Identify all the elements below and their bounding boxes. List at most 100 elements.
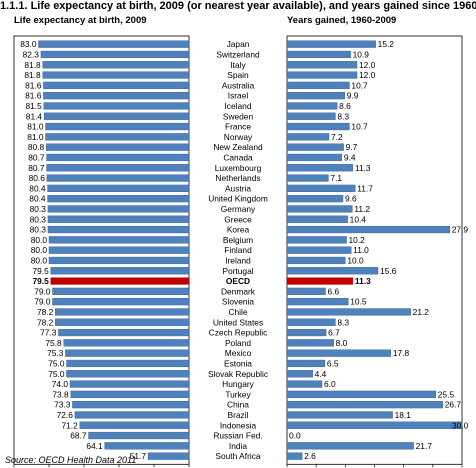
right-bar — [286, 112, 336, 120]
left-bar — [43, 102, 190, 110]
left-panel-title: Life expectancy at birth, 2009 — [14, 15, 147, 26]
left-bar — [47, 205, 190, 213]
left-bar — [55, 308, 190, 316]
left-value-label: 64.1 — [86, 441, 103, 451]
country-label: Mexico — [225, 348, 252, 358]
right-value-label: 8.3 — [337, 317, 349, 327]
left-value-label: 73.3 — [54, 400, 71, 410]
country-label: New Zealand — [213, 142, 263, 152]
left-value-label: 73.8 — [52, 389, 69, 399]
right-bar — [286, 298, 349, 306]
left-value-label: 75.0 — [48, 358, 65, 368]
left-value-label: 81.6 — [25, 80, 42, 90]
right-bar — [286, 380, 323, 388]
right-value-label: 10.7 — [351, 80, 368, 90]
country-label: China — [227, 400, 249, 410]
country-label: Indonesia — [220, 420, 257, 430]
left-bar — [46, 143, 190, 151]
right-value-label: 8.3 — [337, 111, 349, 121]
left-value-label: 80.7 — [28, 152, 45, 162]
left-value-label: 80.6 — [29, 173, 46, 183]
left-value-label: 78.2 — [37, 307, 54, 317]
left-bar — [46, 174, 190, 182]
left-bar — [47, 195, 190, 203]
country-label: Germany — [221, 204, 256, 214]
right-bar — [286, 195, 344, 203]
right-bar — [286, 349, 392, 357]
left-value-label: 75.8 — [45, 338, 62, 348]
left-bar — [45, 122, 190, 131]
left-value-label: 81.0 — [27, 122, 44, 132]
right-bar — [286, 184, 356, 192]
country-label: Switzerland — [216, 49, 260, 59]
left-bar — [52, 287, 190, 295]
left-value-label: 77.3 — [40, 328, 57, 338]
country-label: Estonia — [224, 358, 252, 368]
right-value-label: 11.7 — [357, 183, 373, 193]
right-value-label: 15.6 — [380, 266, 397, 276]
country-label: Italy — [230, 60, 246, 70]
left-value-label: 80.0 — [31, 245, 48, 255]
country-label: Canada — [223, 152, 253, 162]
left-value-label: 68.7 — [70, 431, 87, 441]
right-bar — [286, 164, 354, 172]
right-value-label: 26.7 — [445, 400, 462, 410]
left-value-label: 81.5 — [25, 101, 42, 111]
country-label: India — [229, 441, 248, 451]
left-bar — [48, 246, 190, 254]
left-bar — [66, 359, 190, 368]
right-value-label: 11.3 — [355, 276, 371, 286]
left-bar — [43, 112, 190, 120]
country-label: Chile — [228, 307, 247, 317]
country-label: United Kingdom — [208, 194, 268, 204]
right-value-label: 21.2 — [413, 307, 430, 317]
right-value-label: 10.2 — [349, 235, 366, 245]
left-bar — [65, 349, 190, 357]
right-bar — [286, 246, 352, 254]
country-label: Hungary — [222, 379, 254, 389]
right-bar — [286, 308, 411, 316]
left-value-label: 79.5 — [32, 276, 49, 286]
left-value-label: 80.4 — [29, 183, 46, 193]
right-value-label: 9.4 — [344, 152, 356, 162]
right-value-label: 6.5 — [327, 358, 339, 368]
country-label: Israel — [228, 91, 249, 101]
left-bar — [50, 277, 190, 285]
left-value-label: 80.0 — [31, 255, 48, 265]
country-label: Luxembourg — [215, 163, 262, 173]
right-value-label: 12.0 — [359, 70, 376, 80]
right-bar — [286, 215, 348, 223]
right-value-label: 27.9 — [452, 225, 469, 235]
right-value-label: 15.2 — [378, 39, 395, 49]
left-bar — [50, 267, 190, 275]
right-value-label: 7.2 — [331, 132, 343, 142]
right-bar — [286, 390, 436, 398]
right-bar — [286, 411, 393, 419]
left-value-label: 71.2 — [61, 420, 78, 430]
country-label: Norway — [224, 132, 253, 142]
right-value-label: 11.2 — [354, 204, 370, 214]
left-value-label: 80.3 — [30, 225, 47, 235]
right-value-label: 10.0 — [347, 255, 364, 265]
left-bar — [47, 215, 190, 223]
country-label: Brazil — [228, 410, 249, 420]
left-bar — [46, 153, 190, 162]
country-label: France — [225, 122, 251, 132]
chart-title: 1.1.1. Life expectancy at birth, 2009 (o… — [0, 0, 476, 12]
left-bar — [42, 71, 190, 79]
country-label: Czech Republic — [209, 328, 268, 338]
right-bar — [286, 153, 343, 162]
country-label: OECD — [226, 276, 250, 286]
right-value-label: 0.0 — [289, 431, 301, 441]
right-bar — [286, 205, 353, 213]
left-value-label: 82.3 — [23, 49, 40, 59]
left-bar — [42, 61, 190, 69]
left-bar — [88, 431, 190, 440]
right-value-label: 8.6 — [339, 101, 351, 111]
left-bar — [48, 236, 190, 244]
left-value-label: 81.8 — [24, 60, 41, 70]
right-bar — [286, 421, 463, 429]
right-value-label: 10.7 — [351, 122, 368, 132]
left-bar — [147, 452, 190, 460]
left-bar — [45, 133, 190, 141]
